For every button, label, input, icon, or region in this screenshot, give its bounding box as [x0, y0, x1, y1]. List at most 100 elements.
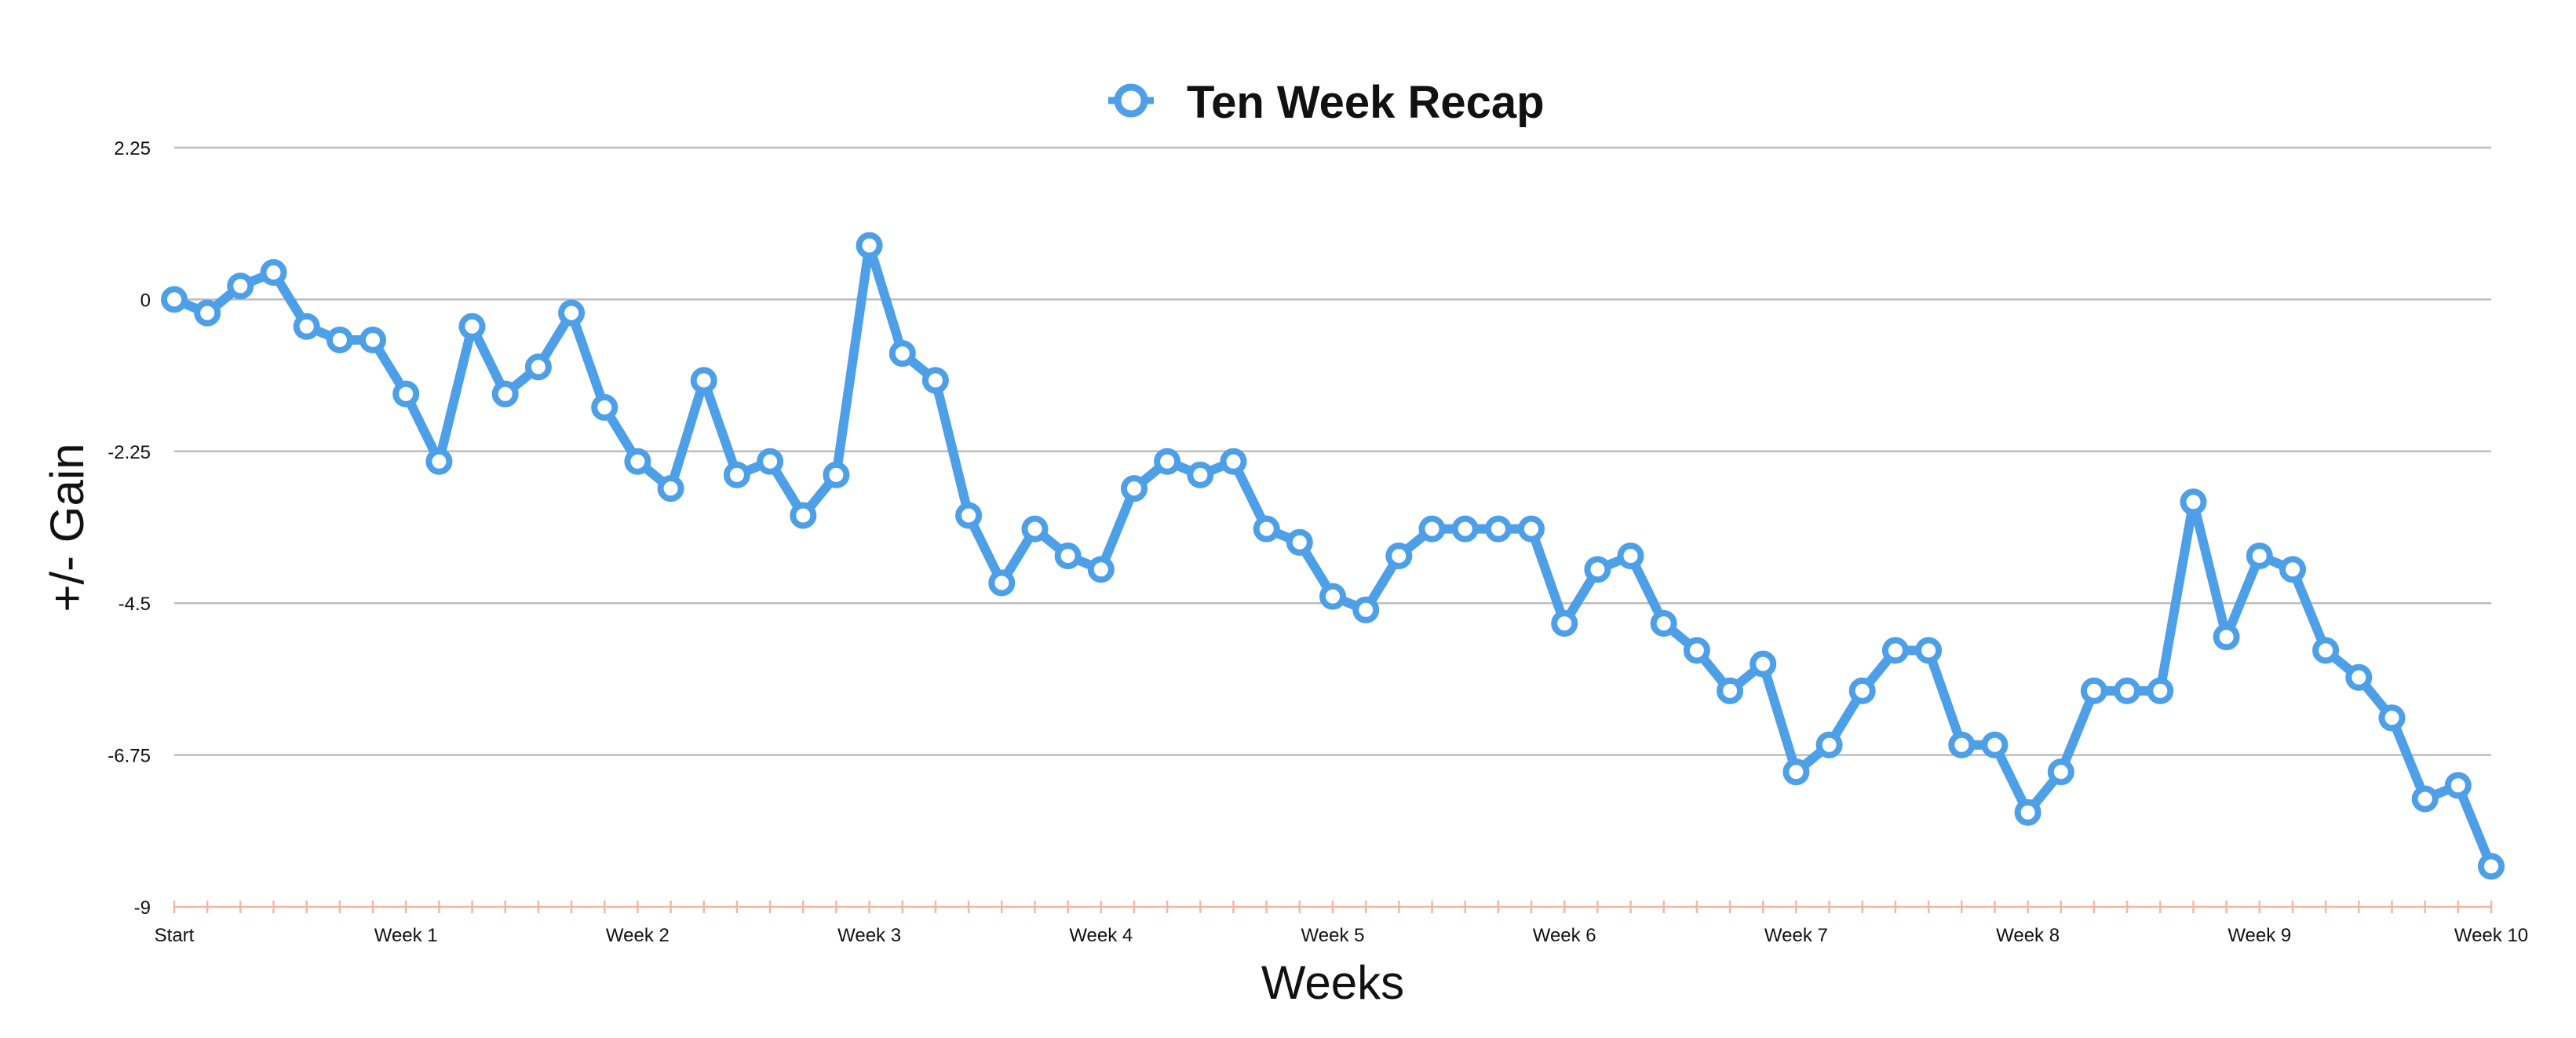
data-point — [1518, 515, 1545, 543]
data-point — [1617, 543, 1644, 569]
chart-title: Ten Week Recap — [1187, 77, 1545, 128]
data-point — [558, 299, 586, 327]
y-tick-label: -4.5 — [119, 594, 151, 615]
data-point — [1154, 448, 1181, 475]
data-point — [194, 299, 221, 327]
data-point — [988, 569, 1016, 597]
data-point — [1385, 543, 1413, 569]
x-tick-label: Start — [155, 925, 195, 946]
data-point — [161, 286, 188, 313]
data-point — [921, 367, 949, 394]
data-point — [1451, 515, 1479, 543]
x-axis-title: Weeks — [1261, 956, 1404, 1009]
data-point — [2114, 677, 2141, 704]
x-tick-label: Week 7 — [1764, 925, 1828, 946]
x-tick-label: Week 6 — [1533, 925, 1596, 946]
data-point — [1750, 650, 1777, 678]
data-point — [359, 327, 386, 353]
data-point — [1981, 731, 2009, 758]
y-tick-label: 2.25 — [114, 138, 151, 159]
data-point — [790, 502, 817, 529]
data-point — [458, 312, 486, 340]
series-line — [170, 240, 2496, 872]
data-point — [1319, 583, 1346, 610]
data-point — [2147, 677, 2174, 704]
data-point — [2411, 785, 2439, 813]
x-axis — [173, 901, 2493, 913]
data-point — [2014, 799, 2041, 826]
data-point — [2213, 623, 2240, 651]
data-point — [1650, 610, 1677, 637]
grid-lines — [174, 146, 2491, 756]
data-point — [293, 312, 320, 340]
series — [161, 232, 2505, 880]
data-point — [326, 327, 353, 353]
data-point — [690, 367, 717, 394]
x-tick-label: Week 9 — [2228, 925, 2291, 946]
data-point — [657, 475, 684, 503]
data-point — [425, 448, 453, 475]
data-point — [1782, 758, 1810, 786]
data-point — [1352, 596, 1380, 623]
data-point — [1253, 515, 1280, 543]
data-point — [1087, 556, 1115, 583]
data-point — [1220, 448, 1247, 475]
y-axis-title: +/- Gain — [41, 443, 93, 612]
data-point — [2279, 556, 2306, 583]
data-point — [1848, 677, 1876, 704]
data-point — [1121, 475, 1148, 503]
data-point — [955, 502, 983, 529]
data-point — [1815, 731, 1843, 758]
data-point — [2478, 853, 2505, 880]
x-tick-label: Week 10 — [2454, 925, 2528, 946]
data-point — [1484, 515, 1512, 543]
data-point — [1187, 461, 1214, 488]
data-point — [524, 353, 552, 381]
data-point — [1418, 515, 1446, 543]
data-point — [260, 259, 287, 286]
data-point — [2378, 704, 2406, 732]
data-point — [1915, 637, 1943, 664]
data-point — [491, 380, 519, 408]
data-point — [392, 380, 420, 408]
data-point — [757, 448, 784, 475]
legend-series-marker-icon — [1114, 83, 1148, 118]
data-point — [888, 340, 916, 367]
data-point — [1054, 543, 1082, 569]
y-tick-label: -6.75 — [108, 746, 151, 767]
data-point — [1717, 677, 1744, 704]
data-point — [2047, 758, 2074, 786]
data-point — [2246, 543, 2273, 569]
x-tick-label: Week 5 — [1301, 925, 1365, 946]
x-tick-label: Week 1 — [374, 925, 438, 946]
x-tick-label: Week 4 — [1069, 925, 1133, 946]
x-tick-label: Week 8 — [1996, 925, 2060, 946]
x-tick-label: Week 2 — [606, 925, 670, 946]
data-point — [591, 393, 618, 421]
legend — [1108, 83, 1154, 118]
data-point — [1584, 556, 1611, 583]
data-point — [227, 272, 254, 300]
data-point — [1021, 515, 1049, 543]
data-point — [1286, 528, 1313, 556]
data-point — [2080, 677, 2107, 704]
data-point — [1948, 731, 1976, 758]
data-point — [2180, 488, 2207, 516]
y-tick-label: -9 — [134, 897, 151, 919]
y-tick-label: 0 — [140, 290, 151, 311]
data-point — [1551, 610, 1578, 637]
data-point — [2444, 772, 2472, 799]
y-tick-labels: 2.25 0 -2.25 -4.5 -6.75 -9 — [108, 138, 151, 919]
data-point — [624, 448, 651, 475]
data-point — [723, 461, 750, 488]
x-tick-label: Week 3 — [837, 925, 901, 946]
data-point — [856, 232, 883, 259]
data-point — [2345, 663, 2373, 691]
x-tick-labels: Start Week 1 Week 2 Week 3 Week 4 Week 5 Week … — [155, 925, 2528, 946]
data-point — [2312, 637, 2340, 664]
data-point — [1881, 637, 1909, 664]
y-tick-label: -2.25 — [108, 442, 151, 463]
data-point — [1683, 637, 1710, 664]
data-point — [823, 461, 850, 488]
